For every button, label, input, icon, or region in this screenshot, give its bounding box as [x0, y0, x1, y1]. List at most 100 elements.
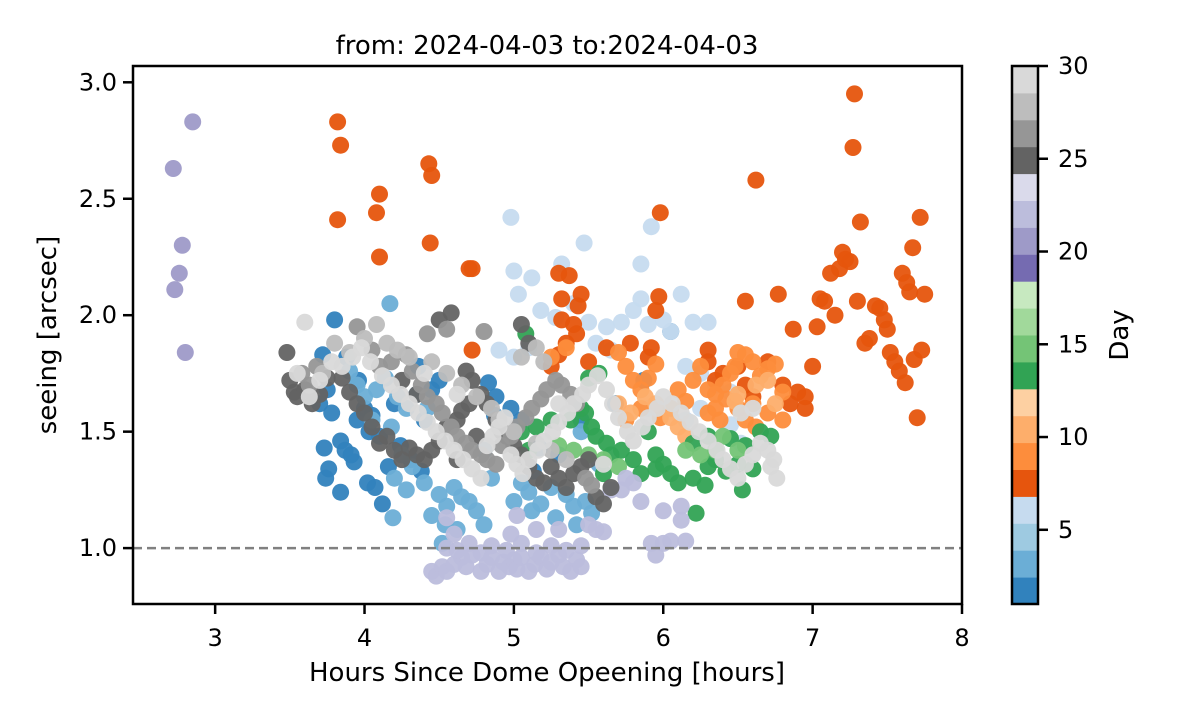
- data-point: [490, 341, 508, 359]
- data-point: [176, 344, 194, 361]
- data-point: [568, 516, 586, 534]
- data-point: [438, 320, 456, 338]
- data-point: [535, 474, 553, 492]
- data-point: [583, 476, 601, 494]
- data-point: [463, 260, 481, 278]
- data-point: [315, 439, 333, 457]
- data-point: [610, 409, 627, 427]
- data-point: [729, 469, 747, 487]
- data-point: [553, 290, 571, 308]
- chart-title: from: 2024-04-03 to:2024-04-03: [336, 31, 759, 61]
- data-point: [624, 451, 642, 469]
- data-point: [509, 285, 527, 303]
- data-point: [381, 295, 399, 313]
- data-point: [580, 451, 598, 469]
- data-point: [384, 509, 402, 527]
- colorbar-segment: [1012, 308, 1038, 336]
- data-point: [345, 453, 363, 471]
- data-point: [642, 218, 660, 236]
- data-point: [844, 139, 862, 156]
- data-point: [557, 541, 575, 559]
- data-point: [672, 285, 690, 303]
- data-point: [496, 409, 514, 427]
- data-point: [532, 302, 550, 319]
- colorbar-segment: [1012, 200, 1038, 228]
- data-point: [784, 320, 802, 338]
- data-point: [445, 525, 463, 543]
- y-tick-label: 1.5: [79, 418, 117, 446]
- data-point: [684, 313, 702, 331]
- data-point: [433, 404, 451, 422]
- data-point: [373, 495, 391, 513]
- colorbar-segment: [1012, 415, 1038, 444]
- data-point: [368, 381, 385, 399]
- data-point: [774, 411, 792, 429]
- colorbar: 5 10 15 20 25 30: [1010, 52, 1089, 606]
- data-point: [415, 364, 433, 382]
- colorbar-segment: [1012, 146, 1038, 175]
- data-point: [371, 185, 388, 203]
- colorbar-segment: [1012, 523, 1038, 551]
- data-point: [502, 208, 520, 226]
- data-point: [580, 516, 598, 534]
- data-point: [916, 285, 934, 303]
- data-point: [736, 292, 754, 310]
- data-point: [550, 395, 568, 413]
- data-point: [624, 302, 642, 319]
- data-point: [575, 234, 593, 252]
- data-point: [841, 253, 859, 271]
- data-point: [617, 469, 635, 487]
- data-point: [598, 318, 615, 336]
- data-point: [329, 211, 347, 229]
- colorbar-tick-label: 30: [1058, 52, 1089, 80]
- data-point: [699, 341, 717, 359]
- data-point: [362, 353, 379, 371]
- data-point: [368, 316, 385, 333]
- data-point: [639, 369, 657, 387]
- data-point: [804, 357, 822, 375]
- data-point: [326, 311, 344, 329]
- y-axis-label: seeing [arcsec]: [33, 236, 63, 434]
- data-point: [744, 399, 762, 417]
- data-point: [687, 504, 705, 522]
- data-point: [692, 446, 710, 464]
- data-point: [632, 255, 650, 273]
- data-point: [604, 395, 621, 413]
- data-point: [326, 334, 344, 352]
- data-point: [332, 136, 350, 154]
- data-point: [572, 558, 590, 576]
- data-point: [512, 348, 530, 366]
- data-point: [497, 541, 515, 559]
- data-point: [368, 204, 385, 222]
- data-point: [483, 537, 500, 555]
- data-point: [651, 204, 669, 222]
- data-point: [662, 323, 680, 340]
- colorbar-segment: [1012, 281, 1038, 309]
- data-point: [527, 521, 545, 538]
- data-point: [580, 353, 598, 371]
- data-point: [769, 285, 787, 303]
- data-point: [602, 479, 620, 496]
- data-point: [505, 423, 523, 441]
- colorbar-tick-label: 5: [1058, 516, 1073, 544]
- data-point: [729, 441, 747, 459]
- data-point: [550, 521, 568, 538]
- data-point: [901, 283, 919, 301]
- data-point: [527, 544, 545, 562]
- data-point: [385, 469, 403, 487]
- data-point: [647, 460, 665, 478]
- data-point: [288, 364, 306, 382]
- data-point: [846, 85, 863, 103]
- data-point: [911, 208, 929, 226]
- data-point: [363, 418, 381, 436]
- colorbar-segment: [1012, 335, 1038, 363]
- x-tick-label: 4: [357, 624, 372, 652]
- data-point: [654, 502, 672, 520]
- x-tick-label: 7: [805, 624, 820, 652]
- data-point: [397, 481, 415, 499]
- data-point: [448, 385, 466, 403]
- data-point: [860, 330, 878, 347]
- data-point: [589, 367, 606, 385]
- data-point: [595, 495, 612, 513]
